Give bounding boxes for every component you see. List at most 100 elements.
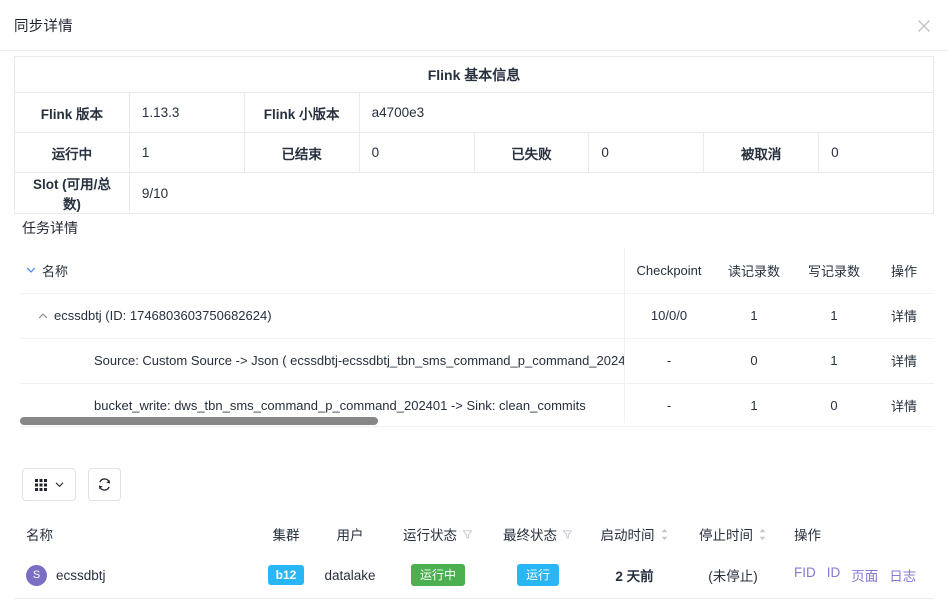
task-row-read: 1	[714, 292, 794, 338]
jobs-col-final-status-label: 最终状态	[503, 528, 557, 543]
running-value: 1	[128, 132, 245, 173]
jobs-col-stop-time-label: 停止时间	[699, 528, 753, 543]
finished-value: 0	[358, 132, 475, 173]
flink-info-title: Flink 基本信息	[14, 56, 934, 93]
flink-version-label: Flink 版本	[14, 92, 130, 133]
jobs-table-header-row: 名称 集群 用户 运行状态 最终状态	[14, 515, 934, 553]
task-detail-col-write: 写记录数	[807, 263, 860, 279]
table-bottom-border	[20, 426, 934, 427]
refresh-icon	[97, 477, 112, 492]
slot-value: 9/10	[128, 172, 935, 214]
task-row-write: 1	[794, 292, 874, 338]
jobs-col-start-time[interactable]: 启动时间	[585, 515, 684, 553]
cancelled-label: 被取消	[703, 132, 820, 173]
task-row-detail-link[interactable]: 详情	[874, 337, 934, 383]
task-row-detail-link[interactable]: 详情	[874, 292, 934, 338]
job-user-cell: datalake	[315, 553, 385, 599]
flink-minor-version-value: a4700e3	[358, 92, 935, 133]
task-detail-col-checkpoint: Checkpoint	[636, 262, 702, 278]
cancelled-value: 0	[818, 132, 934, 173]
flink-minor-version-label: Flink 小版本	[243, 92, 360, 133]
table-row: Flink 版本 1.13.3 Flink 小版本 a4700e3	[14, 92, 935, 133]
task-row-name-label: ecssdbtj (ID: 1746803603750682624)	[54, 308, 272, 323]
sort-icon[interactable]	[660, 528, 669, 541]
job-run-status-cell: 运行中	[385, 553, 491, 599]
task-detail-table-wrap: 名称 Checkpoint 读记录数 写记录数 操作	[20, 248, 934, 428]
task-row-detail-link[interactable]: 详情	[874, 382, 934, 428]
job-cluster-cell: b12	[257, 553, 315, 599]
task-row-write: 0	[794, 382, 874, 428]
cluster-badge: b12	[267, 565, 305, 586]
running-label: 运行中	[14, 132, 130, 173]
filter-icon[interactable]	[562, 529, 573, 540]
table-row: 运行中 1 已结束 0 已失败 0 被取消 0	[14, 132, 934, 173]
final-status-badge: 运行	[516, 564, 559, 587]
action-log-link[interactable]: 日志	[889, 569, 917, 585]
slot-label: Slot (可用/总数)	[14, 172, 130, 214]
failed-label: 已失败	[473, 132, 590, 173]
task-detail-section-title: 任务详情	[22, 220, 78, 236]
table-row: Slot (可用/总数) 9/10	[14, 172, 935, 214]
action-fid-link[interactable]: FID	[794, 565, 816, 581]
task-row-name[interactable]: Source: Custom Source -> Json ( ecssdbtj…	[20, 337, 624, 383]
task-row-checkpoint: -	[624, 337, 714, 383]
grid-view-button[interactable]	[22, 468, 76, 501]
finished-label: 已结束	[243, 132, 360, 173]
chevron-up-icon[interactable]	[32, 310, 54, 322]
jobs-col-operation: 操作	[794, 528, 821, 543]
sort-icon[interactable]	[758, 528, 767, 541]
task-row-name-label: Source: Custom Source -> Json ( ecssdbtj…	[94, 353, 624, 368]
task-row-name[interactable]: ecssdbtj (ID: 1746803603750682624)	[20, 292, 624, 338]
task-row-checkpoint: -	[624, 382, 714, 428]
page-title: 同步详情	[14, 18, 73, 35]
grid-view-icon	[34, 478, 48, 492]
chevron-down-icon[interactable]	[20, 264, 42, 276]
chevron-down-icon	[54, 479, 65, 490]
task-detail-col-name-label: 名称	[42, 263, 69, 279]
jobs-col-run-status[interactable]: 运行状态	[385, 515, 491, 553]
job-stop-time-cell: (未停止)	[684, 553, 782, 599]
dialog-header: 同步详情	[0, 0, 948, 51]
task-row-write: 1	[794, 337, 874, 383]
jobs-toolbar	[22, 468, 121, 501]
task-row-read: 0	[714, 337, 794, 383]
refresh-button[interactable]	[88, 468, 121, 501]
flink-info-title-row: Flink 基本信息	[14, 56, 934, 93]
jobs-col-user: 用户	[336, 528, 364, 543]
horizontal-scrollbar-thumb[interactable]	[20, 417, 378, 425]
jobs-col-run-status-label: 运行状态	[403, 528, 457, 543]
jobs-col-start-time-label: 启动时间	[600, 528, 655, 543]
action-page-link[interactable]: 页面	[851, 569, 879, 585]
table-row: ecssdbtj (ID: 1746803603750682624) 10/0/…	[20, 292, 934, 338]
table-row: Source: Custom Source -> Json ( ecssdbtj…	[20, 337, 934, 383]
jobs-col-name: 名称	[26, 528, 53, 543]
task-detail-table: 名称 Checkpoint 读记录数 写记录数 操作	[20, 248, 934, 428]
task-detail-col-read: 读记录数	[727, 263, 780, 279]
jobs-col-cluster: 集群	[272, 528, 300, 543]
task-detail-header-row: 名称 Checkpoint 读记录数 写记录数 操作	[20, 248, 934, 293]
status-badge: 运行中	[410, 564, 465, 587]
table-row: S ecssdbtj b12 datalake 运行中 运行 2 天前 (未停止…	[14, 553, 934, 599]
task-detail-col-name[interactable]: 名称	[20, 248, 624, 293]
failed-value: 0	[588, 132, 705, 173]
flink-version-value: 1.13.3	[128, 92, 245, 133]
avatar: S	[26, 564, 47, 586]
task-row-checkpoint: 10/0/0	[624, 292, 714, 338]
jobs-col-stop-time[interactable]: 停止时间	[684, 515, 782, 553]
job-start-time-cell: 2 天前	[585, 553, 684, 599]
job-name-label: ecssdbtj	[56, 567, 106, 583]
fixed-column-divider	[624, 248, 625, 423]
action-id-link[interactable]: ID	[826, 565, 841, 581]
filter-icon[interactable]	[462, 529, 473, 540]
flink-info-table: Flink 基本信息 Flink 版本 1.13.3 Flink 小版本 a47…	[14, 56, 935, 214]
jobs-col-final-status[interactable]: 最终状态	[491, 515, 585, 553]
job-actions-cell: FID ID 页面 日志	[782, 553, 934, 599]
close-icon[interactable]	[912, 14, 936, 38]
horizontal-scrollbar[interactable]	[20, 417, 934, 427]
task-row-name-label: bucket_write: dws_tbn_sms_command_p_comm…	[94, 398, 586, 414]
task-detail-col-operation: 操作	[890, 263, 917, 279]
jobs-table: 名称 集群 用户 运行状态 最终状态	[14, 515, 934, 599]
task-row-read: 1	[714, 382, 794, 428]
job-name-cell[interactable]: S ecssdbtj	[14, 553, 257, 599]
